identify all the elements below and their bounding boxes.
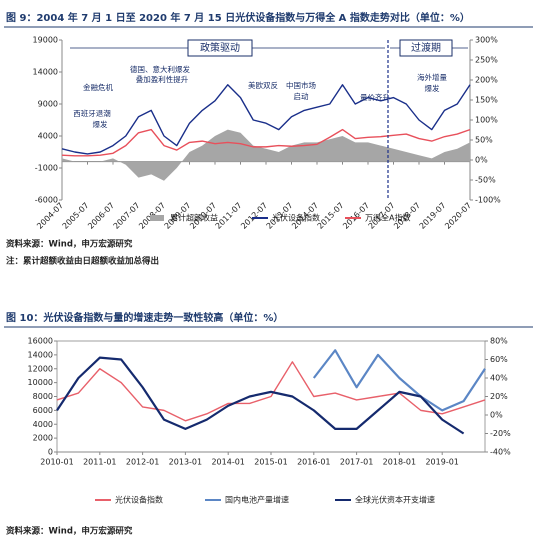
- annotation: 西班牙退潮: [73, 108, 111, 118]
- source-note: 资料来源：Wind，申万宏源研究: [6, 239, 133, 250]
- line: [312, 349, 486, 412]
- y-tick-label: 2000: [33, 434, 53, 443]
- x-tick-label: 2010-01: [40, 458, 73, 467]
- annotation: 金融危机: [83, 82, 113, 92]
- y2-tick-label: 50%: [475, 136, 493, 145]
- source-note: 注：累计超额收益由日超额收益加总得出: [6, 256, 159, 267]
- y-tick-label: 6000: [33, 406, 53, 415]
- annotation: 德国、意大利爆发: [130, 64, 190, 74]
- x-tick-label: 2007-07: [112, 201, 142, 231]
- y-tick-label: 12000: [28, 364, 53, 373]
- annotation: 叠加盈利性提升: [136, 74, 189, 84]
- y-tick-label: 19000: [33, 36, 58, 45]
- y2-tick-label: 100%: [475, 116, 498, 125]
- annotation: 爆发: [93, 119, 108, 129]
- y2-tick-label: -20%: [490, 429, 511, 438]
- x-tick-label: 2015-01: [254, 458, 287, 467]
- y2-tick-label: 0%: [475, 156, 488, 165]
- annotation: 中国市场: [286, 80, 316, 90]
- area: [62, 129, 470, 181]
- annotation: 海外增量: [417, 72, 447, 82]
- line: [61, 84, 471, 155]
- y2-tick-label: 0%: [490, 411, 503, 420]
- y-tick-label: -1000: [35, 164, 58, 173]
- y2-tick-label: 40%: [490, 374, 508, 383]
- legend-label: 国内电池产量增速: [225, 495, 289, 505]
- y2-tick-label: 300%: [475, 36, 498, 45]
- x-tick-label: 2019-07: [418, 201, 448, 231]
- y2-tick-label: -50%: [475, 176, 496, 185]
- y-tick-label: 10000: [28, 378, 53, 387]
- x-tick-label: 2019-01: [425, 458, 458, 467]
- y2-tick-label: 150%: [475, 96, 498, 105]
- y-tick-label: 16000: [28, 337, 53, 346]
- legend-label: 光伏设备指数: [272, 213, 320, 223]
- x-tick-label: 2005-07: [61, 201, 91, 231]
- x-tick-label: 2011-07: [214, 201, 244, 231]
- legend-label: 光伏设备指数: [115, 495, 163, 505]
- y2-tick-label: -40%: [490, 448, 511, 457]
- annotation: 量价齐升: [360, 92, 390, 102]
- x-tick-label: 2018-01: [383, 458, 416, 467]
- source-note: 资料来源：Wind，申万宏源研究: [6, 526, 133, 537]
- x-tick-label: 2006-07: [86, 201, 116, 231]
- x-tick-label: 2012-01: [126, 458, 159, 467]
- chart-title: 图 9：2004 年 7 月 1 日至 2020 年 7 月 15 日光伏设备指…: [6, 11, 470, 24]
- line: [56, 361, 486, 422]
- y2-tick-label: 200%: [475, 76, 498, 85]
- legend-label: 累计超额收益: [170, 213, 218, 223]
- y2-tick-label: -100%: [475, 196, 501, 205]
- y2-tick-label: 80%: [490, 337, 508, 346]
- phase-box: [187, 39, 253, 57]
- y-tick-label: 9000: [38, 100, 58, 109]
- line: [61, 128, 471, 157]
- x-tick-label: 2011-01: [83, 458, 116, 467]
- y-tick-label: 4000: [38, 132, 58, 141]
- phase-label: 政策驱动: [200, 41, 240, 54]
- x-tick-label: 2015-07: [316, 201, 346, 231]
- x-tick-label: 2012-07: [239, 201, 269, 231]
- legend-swatch: [150, 215, 164, 221]
- x-tick-label: 2014-01: [211, 458, 244, 467]
- legend-label: 万得全A指数: [365, 213, 410, 223]
- x-tick-label: 2017-01: [340, 458, 373, 467]
- annotation: 爆发: [425, 83, 440, 93]
- x-tick-label: 2004-07: [35, 201, 65, 231]
- y-tick-label: 14000: [28, 350, 53, 359]
- x-tick-label: 2020-07: [443, 201, 473, 231]
- legend-label: 全球光伏资本开支增速: [355, 495, 435, 505]
- chart-title: 图 10：光伏设备指数与量的增速走势一致性较高（单位：%）: [6, 311, 283, 324]
- phase-label: 过渡期: [411, 41, 441, 54]
- x-tick-label: 2016-01: [297, 458, 330, 467]
- y2-tick-label: 20%: [490, 392, 508, 401]
- y-tick-label: -6000: [35, 196, 58, 205]
- y-tick-label: 8000: [33, 392, 53, 401]
- y2-tick-label: 250%: [475, 56, 498, 65]
- annotation: 启动: [294, 91, 309, 101]
- y-tick-label: 4000: [33, 420, 53, 429]
- x-tick-label: 2013-01: [169, 458, 202, 467]
- phase-box: [399, 39, 453, 57]
- y-tick-label: 0: [48, 448, 53, 457]
- line: [56, 356, 465, 435]
- y2-tick-label: 60%: [490, 355, 508, 364]
- y-tick-label: 14000: [33, 68, 58, 77]
- annotation: 美欧双反: [248, 80, 278, 90]
